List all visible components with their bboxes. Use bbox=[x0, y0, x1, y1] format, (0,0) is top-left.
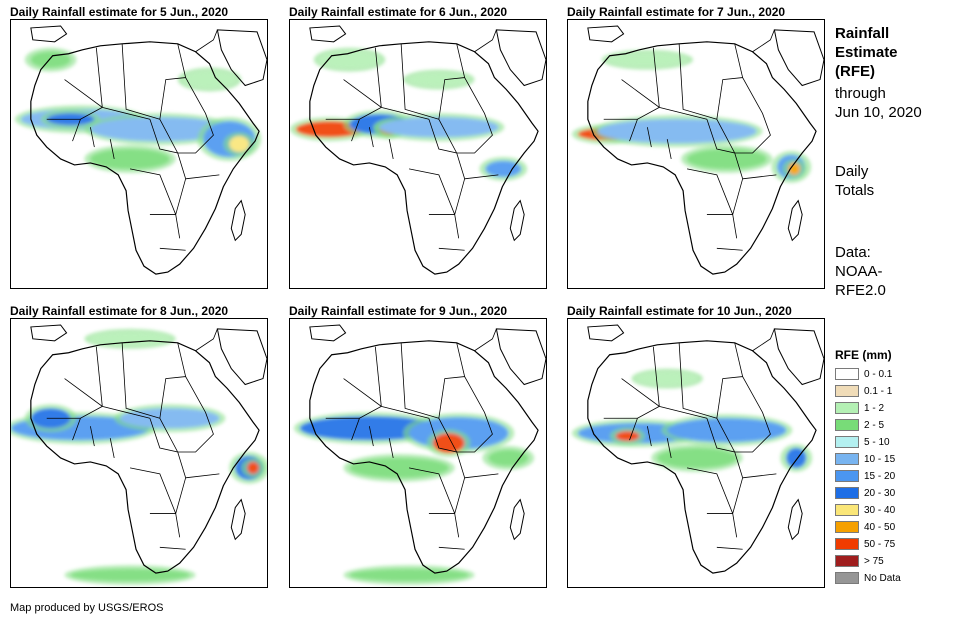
legend-swatch bbox=[835, 402, 859, 414]
legend-swatch bbox=[835, 368, 859, 380]
legend-label: No Data bbox=[864, 572, 901, 584]
panel-title-jun8: Daily Rainfall estimate for 8 Jun., 2020 bbox=[10, 304, 229, 318]
side-title-line-1: Rainfall bbox=[835, 25, 890, 42]
legend-item: 15 - 20 bbox=[835, 469, 895, 483]
map-jun9 bbox=[289, 318, 547, 588]
legend-item: 0.1 - 1 bbox=[835, 384, 892, 398]
map-jun10 bbox=[567, 318, 825, 588]
data-label: Data: bbox=[835, 244, 871, 261]
legend-item: 2 - 5 bbox=[835, 418, 884, 432]
side-title: Rainfall Estimate (RFE) bbox=[835, 24, 898, 81]
legend-label: 20 - 30 bbox=[864, 487, 896, 499]
legend-swatch bbox=[835, 572, 859, 584]
legend-swatch bbox=[835, 504, 859, 516]
legend-label: > 75 bbox=[864, 555, 884, 567]
legend-label: 5 - 10 bbox=[864, 436, 890, 448]
legend-swatch bbox=[835, 555, 859, 567]
map-jun8 bbox=[10, 318, 268, 588]
legend-swatch bbox=[835, 436, 859, 448]
totals-text: Totals bbox=[835, 182, 875, 199]
legend-item: 0 - 0.1 bbox=[835, 367, 892, 381]
credit-text: Map produced by USGS/EROS bbox=[10, 602, 164, 614]
panel-title-jun10: Daily Rainfall estimate for 10 Jun., 202… bbox=[567, 304, 792, 318]
data-source-2: RFE2.0 bbox=[835, 282, 886, 299]
legend-item: > 75 bbox=[835, 554, 884, 568]
legend-item: 50 - 75 bbox=[835, 537, 895, 551]
side-title-line-2: Estimate bbox=[835, 44, 898, 61]
panel-title-jun7: Daily Rainfall estimate for 7 Jun., 2020 bbox=[567, 5, 786, 19]
legend-label: 30 - 40 bbox=[864, 504, 896, 516]
legend-label: 0.1 - 1 bbox=[864, 385, 893, 397]
legend-label: 10 - 15 bbox=[864, 453, 896, 465]
panel-title-jun6: Daily Rainfall estimate for 6 Jun., 2020 bbox=[289, 5, 508, 19]
legend-title: RFE (mm) bbox=[835, 348, 892, 362]
legend-label: 40 - 50 bbox=[864, 521, 896, 533]
side-title-line-3: (RFE) bbox=[835, 63, 875, 80]
legend-item: No Data bbox=[835, 571, 901, 585]
map-jun5 bbox=[10, 19, 268, 289]
legend-item: 10 - 15 bbox=[835, 452, 895, 466]
legend-label: 1 - 2 bbox=[864, 402, 885, 414]
through-date: Jun 10, 2020 bbox=[835, 104, 922, 121]
legend-swatch bbox=[835, 521, 859, 533]
map-jun6 bbox=[289, 19, 547, 289]
legend-item: 1 - 2 bbox=[835, 401, 884, 415]
panel-title-jun9: Daily Rainfall estimate for 9 Jun., 2020 bbox=[289, 304, 508, 318]
legend-item: 40 - 50 bbox=[835, 520, 895, 534]
legend-swatch bbox=[835, 538, 859, 550]
legend-item: 20 - 30 bbox=[835, 486, 895, 500]
daily-text: Daily bbox=[835, 163, 869, 180]
legend-swatch bbox=[835, 470, 859, 482]
legend-item: 5 - 10 bbox=[835, 435, 890, 449]
legend-swatch bbox=[835, 385, 859, 397]
map-jun7 bbox=[567, 19, 825, 289]
legend-label: 50 - 75 bbox=[864, 538, 896, 550]
data-source-1: NOAA- bbox=[835, 263, 883, 280]
legend-label: 0 - 0.1 bbox=[864, 368, 893, 380]
legend-item: 30 - 40 bbox=[835, 503, 895, 517]
legend-swatch bbox=[835, 419, 859, 431]
through-text: through bbox=[835, 85, 886, 102]
legend-swatch bbox=[835, 487, 859, 499]
legend-label: 15 - 20 bbox=[864, 470, 896, 482]
legend-swatch bbox=[835, 453, 859, 465]
legend-label: 2 - 5 bbox=[864, 419, 885, 431]
panel-title-jun5: Daily Rainfall estimate for 5 Jun., 2020 bbox=[10, 5, 229, 19]
